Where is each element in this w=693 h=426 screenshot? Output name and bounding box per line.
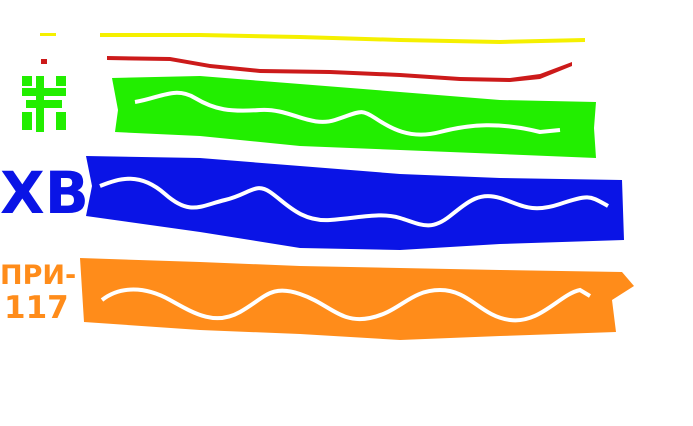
orange-trace bbox=[100, 287, 592, 323]
blue-band bbox=[86, 156, 624, 250]
green-band-group bbox=[22, 76, 596, 158]
blue-band-group: ХВ bbox=[0, 156, 624, 250]
yellow-band-group bbox=[40, 33, 585, 44]
orange-channel-label-line1: ПРИ- bbox=[0, 260, 76, 291]
blue-channel-label: ХВ bbox=[0, 159, 89, 227]
red-band-group bbox=[41, 56, 572, 82]
orange-band-group: ПРИ- 117 bbox=[0, 258, 634, 340]
blue-trace bbox=[99, 176, 609, 228]
green-channel-icon bbox=[22, 76, 66, 132]
green-band bbox=[112, 76, 596, 158]
orange-band bbox=[80, 258, 634, 340]
red-band bbox=[107, 56, 572, 82]
red-marker bbox=[41, 59, 47, 64]
orange-channel-label-line2: 117 bbox=[4, 290, 69, 326]
yellow-marker bbox=[40, 33, 56, 36]
yellow-band bbox=[100, 33, 585, 44]
green-trace bbox=[134, 90, 561, 137]
